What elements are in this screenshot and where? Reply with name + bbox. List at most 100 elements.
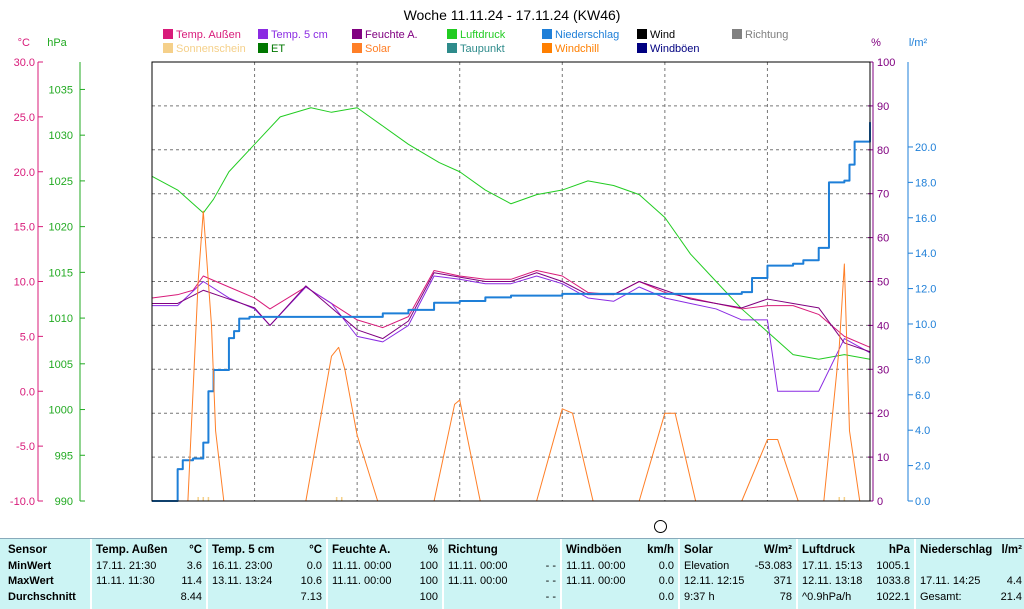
stats-row-label: MinWert xyxy=(8,560,52,572)
legend-swatch xyxy=(258,43,268,53)
pressure-axis-label: hPa xyxy=(47,37,67,49)
legend-swatch xyxy=(163,43,173,53)
axes: -10.0 -5.0 0.0 5.0 10.0 15.0 20.0 25.0 30.0 990 99… xyxy=(10,37,937,508)
legend-label: Windböen xyxy=(650,43,700,55)
humidity-tick-label: 20 xyxy=(877,408,889,420)
pressure-tick-label: 1005 xyxy=(49,359,73,371)
pressure-tick-label: 1035 xyxy=(49,84,73,96)
legend-label: Solar xyxy=(365,43,391,55)
stats-avg-value: 8.44 xyxy=(180,591,202,603)
stats-unit: hPa xyxy=(888,544,910,556)
humidity-tick-label: 90 xyxy=(877,101,889,113)
stats-col: Temp. 5 cm °C 16.11. 23:00 0.0 13.11. 13:24 1… xyxy=(206,539,326,609)
legend-swatch xyxy=(258,29,268,39)
rain-tick-label: 8.0 xyxy=(915,354,930,366)
legend-label: Niederschlag xyxy=(555,29,619,41)
legend-label: ET xyxy=(271,43,285,55)
legend-swatch xyxy=(732,29,742,39)
stats-max-value: 10.6 xyxy=(300,575,322,587)
stats-min-value: 3.6 xyxy=(186,560,202,572)
stats-min-value: 0.0 xyxy=(658,560,674,572)
legend-label: Temp. Außen xyxy=(176,29,241,41)
stats-max-value: 4.4 xyxy=(1006,575,1022,587)
stats-max-time: 11.11. 11:30 xyxy=(96,575,155,587)
stats-min-time: 11.11. 00:00 xyxy=(566,560,626,572)
legend-swatch xyxy=(542,43,552,53)
plot-frame xyxy=(151,61,871,502)
humidity-tick-label: 0 xyxy=(877,496,883,508)
legend-label: Temp. 5 cm xyxy=(271,29,328,41)
rain-tick-label: 18.0 xyxy=(915,177,936,189)
temp-tick-label: 10.0 xyxy=(14,277,35,289)
legend-swatch xyxy=(542,29,552,39)
humidity-tick-label: 10 xyxy=(877,452,889,464)
rain-tick-label: 0.0 xyxy=(915,496,930,508)
stats-col: Temp. Außen °C 17.11. 21:30 3.6 11.11. 11:30… xyxy=(90,539,206,609)
stats-avg-value: 7.13 xyxy=(300,591,322,603)
stats-unit: % xyxy=(427,544,438,556)
stats-col-sensor: Sensor MinWert MaxWert Durchschnitt xyxy=(0,539,88,609)
legend-swatch xyxy=(352,29,362,39)
temp-tick-label: -5.0 xyxy=(16,441,35,453)
weather-chart: Woche 11.11.24 - 17.11.24 (KW46) Temp. A… xyxy=(9,7,937,508)
stats-header: Temp. 5 cm xyxy=(212,544,275,556)
humidity-axis-label: % xyxy=(871,37,881,49)
temp-axis-label: °C xyxy=(18,37,30,49)
series-line-niederschlag xyxy=(152,122,871,502)
stats-avg-value: 1022.1 xyxy=(876,591,910,603)
legend-swatch xyxy=(637,43,647,53)
stats-row-label: Durchschnitt xyxy=(8,591,76,603)
pressure-tick-label: 1015 xyxy=(49,267,73,279)
stats-avg-time: 9:37 h xyxy=(684,591,715,603)
stats-header: Temp. Außen xyxy=(96,544,168,556)
temp-tick-label: 5.0 xyxy=(20,331,35,343)
pressure-tick-label: 1000 xyxy=(49,405,73,417)
pressure-tick-label: 1030 xyxy=(49,130,73,142)
stats-min-value: - - xyxy=(545,560,556,572)
stats-max-value: 100 xyxy=(419,575,438,587)
stats-max-time: 12.11. 13:18 xyxy=(802,575,863,587)
legend-swatch xyxy=(637,29,647,39)
series-line-feuchte-a- xyxy=(152,272,871,353)
stats-sensor-header: Sensor xyxy=(8,544,47,556)
stats-max-value: 371 xyxy=(773,575,792,587)
legend: Temp. Außen Temp. 5 cm Feuchte A. Luftdruck… xyxy=(163,29,788,55)
stats-avg-value: - - xyxy=(545,591,556,603)
stats-header: Niederschlag xyxy=(920,544,993,556)
pressure-tick-label: 1025 xyxy=(49,176,73,188)
stats-row-label: MaxWert xyxy=(8,575,54,587)
stats-header: Solar xyxy=(684,544,713,556)
stats-unit: °C xyxy=(309,544,322,556)
rain-tick-label: 2.0 xyxy=(915,461,930,473)
temp-tick-label: 20.0 xyxy=(14,167,35,179)
stats-table: Sensor MinWert MaxWert Durchschnitt Temp… xyxy=(0,538,1024,609)
legend-swatch xyxy=(163,29,173,39)
stats-min-value: -53.083 xyxy=(754,560,792,572)
stats-col: Solar W/m² Elevation -53.083 12.11. 12:15 371… xyxy=(678,539,796,609)
legend-swatch xyxy=(447,29,457,39)
stats-header: Feuchte A. xyxy=(332,544,391,556)
temp-tick-label: 0.0 xyxy=(20,386,35,398)
legend-swatch xyxy=(447,43,457,53)
stats-min-time: Elevation xyxy=(684,560,730,572)
stats-max-value: 11.4 xyxy=(181,575,202,587)
stats-avg-value: 0.0 xyxy=(658,591,674,603)
rain-tick-label: 6.0 xyxy=(915,390,930,402)
stats-header: Richtung xyxy=(448,544,498,556)
temp-tick-label: 25.0 xyxy=(14,112,35,124)
circle-marker-icon xyxy=(654,520,667,533)
legend-label: Luftdruck xyxy=(460,29,506,41)
stats-max-time: 12.11. 12:15 xyxy=(684,575,745,587)
series-line-temp-au-en xyxy=(151,270,871,348)
legend-label: Taupunkt xyxy=(460,43,505,55)
stats-header: Windböen xyxy=(566,544,622,556)
stats-min-value: 1005.1 xyxy=(876,560,910,572)
stats-min-time: 11.11. 00:00 xyxy=(448,560,508,572)
stats-avg-time: Gesamt: xyxy=(920,591,962,603)
temp-tick-label: -10.0 xyxy=(10,496,35,508)
stats-col: Niederschlag l/m² 17.11. 14:25 4.4 Gesamt: 21… xyxy=(914,539,1024,609)
grid xyxy=(152,62,870,501)
humidity-tick-label: 80 xyxy=(877,145,889,157)
stats-min-time: 17.11. 15:13 xyxy=(802,560,863,572)
chart-title: Woche 11.11.24 - 17.11.24 (KW46) xyxy=(404,7,621,23)
